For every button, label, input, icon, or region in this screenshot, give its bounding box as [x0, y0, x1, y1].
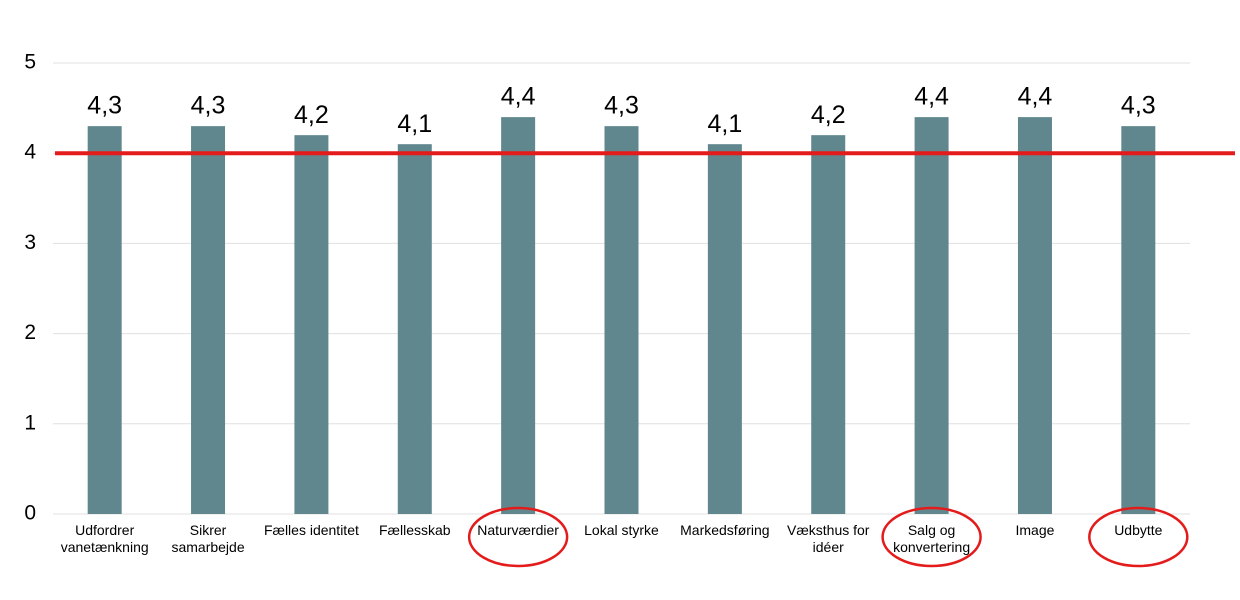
value-label: 4,1	[707, 110, 742, 138]
value-label: 4,4	[914, 83, 949, 111]
bar	[1017, 117, 1052, 515]
bar	[811, 135, 846, 514]
y-tick-label: 4	[24, 141, 36, 164]
bar	[707, 144, 742, 514]
x-tick-label: Markedsføring	[680, 522, 769, 538]
value-label: 4,3	[87, 92, 122, 120]
x-tick-label: Væksthus for idéer	[787, 522, 870, 555]
x-tick-label: Fælles identitet	[264, 522, 359, 538]
highlight-circle	[1088, 506, 1189, 568]
bar	[914, 117, 949, 515]
x-tick-label: Fællesskab	[379, 522, 451, 538]
bar	[294, 135, 329, 514]
y-tick-label: 1	[24, 411, 36, 434]
x-tick-label: Sikrer samarbejde	[171, 522, 244, 555]
y-tick-label: 3	[24, 231, 36, 254]
value-label: 4,2	[811, 101, 846, 129]
value-label: 4,3	[1121, 92, 1156, 120]
x-tick-label: Udfordrer vanetænkning	[61, 522, 149, 555]
highlight-circle	[467, 506, 569, 568]
value-label: 4,4	[1018, 83, 1053, 111]
bar	[191, 126, 226, 514]
bar	[397, 144, 432, 514]
value-label: 4,1	[397, 110, 432, 138]
bar	[1121, 126, 1156, 514]
value-label: 4,2	[294, 101, 329, 129]
highlight-circle	[881, 506, 982, 568]
bar	[87, 126, 122, 514]
value-label: 4,3	[604, 92, 639, 120]
y-tick-label: 5	[24, 51, 36, 74]
bar	[501, 117, 536, 515]
value-label: 4,4	[501, 83, 536, 111]
y-tick-label: 0	[24, 502, 36, 525]
value-label: 4,3	[191, 92, 226, 120]
x-tick-label: Udbytte	[1114, 522, 1162, 538]
x-tick-label: Image	[1015, 522, 1054, 538]
y-tick-label: 2	[24, 321, 36, 344]
x-tick-label: Naturværdier	[477, 522, 559, 538]
x-tick-label: Lokal styrke	[584, 522, 659, 538]
x-tick-label: Salg og konvertering	[893, 522, 970, 555]
bar	[604, 126, 639, 514]
